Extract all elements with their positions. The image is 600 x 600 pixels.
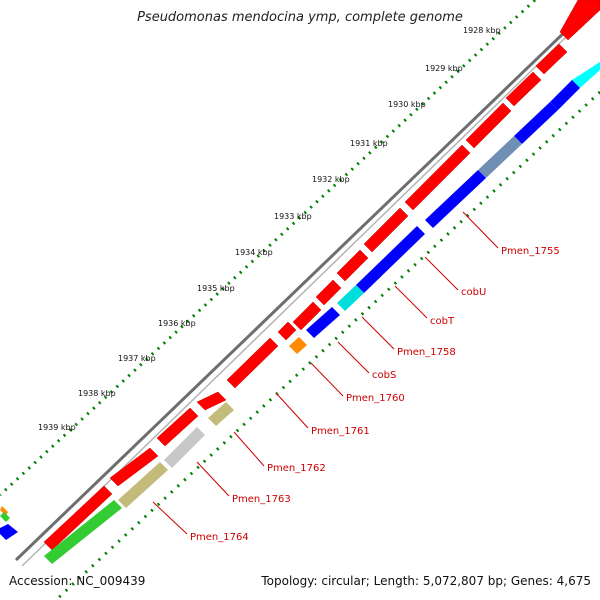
gene-labels: Pmen_1755 cobU cobT Pmen_1758 cobS Pmen_…: [190, 246, 560, 543]
gene-arrow: [315, 279, 342, 306]
gene-arrow: [226, 337, 279, 389]
gene-arrow: [289, 337, 307, 354]
gene-arrow: [118, 462, 168, 508]
backbone-outer: [14, 0, 600, 562]
kbp-label: 1936 kbp: [158, 319, 196, 328]
gc-skew-ring: [54, 90, 600, 600]
kbp-label: 1928 kbp: [463, 26, 501, 35]
label-leaders: [152, 211, 499, 535]
gene-label: Pmen_1764: [190, 532, 249, 543]
gene-label: Pmen_1755: [501, 246, 560, 257]
forward-strand-genes: [43, 0, 600, 551]
kbp-label: 1932 kbp: [312, 175, 350, 184]
map-title: Pseudomonas mendocina ymp, complete geno…: [137, 10, 463, 25]
gene-arrow: [478, 136, 522, 178]
gene-arrow: [505, 71, 542, 107]
gene-arrow: [306, 307, 340, 338]
gene-arrow: [572, 62, 600, 88]
gene-arrow: [44, 500, 122, 564]
gene-arrow: [356, 226, 425, 293]
gene-label: Pmen_1762: [267, 463, 326, 474]
gene-arrow: [156, 407, 199, 447]
gene-arrow: [514, 102, 558, 144]
kbp-label: 1939 kbp: [38, 423, 76, 432]
gene-arrow: [277, 321, 297, 341]
gene-arrow: [0, 524, 18, 540]
scale-labels: 1928 kbp 1929 kbp 1930 kbp 1931 kbp 1932…: [38, 26, 501, 432]
gene-label: cobT: [430, 316, 455, 327]
kbp-label: 1937 kbp: [118, 354, 156, 363]
kbp-label: 1929 kbp: [425, 64, 463, 73]
gene-arrow: [292, 301, 322, 331]
kbp-label: 1934 kbp: [235, 248, 273, 257]
kbp-label: 1933 kbp: [274, 212, 312, 221]
gc-content-ring: [0, 0, 537, 497]
kbp-label: 1938 kbp: [78, 389, 116, 398]
gene-arrow: [465, 102, 512, 149]
gene-label: Pmen_1760: [346, 393, 405, 404]
gene-arrow: [559, 0, 600, 41]
gene-arrow: [337, 285, 364, 311]
gene-arrow: [0, 512, 10, 522]
gene-label: Pmen_1761: [311, 426, 370, 437]
gene-arrow: [363, 207, 409, 253]
kbp-label: 1930 kbp: [388, 100, 426, 109]
reverse-strand-genes: [0, 62, 600, 564]
kbp-label: 1935 kbp: [197, 284, 235, 293]
gene-label: Pmen_1763: [232, 494, 291, 505]
gene-arrow: [535, 43, 568, 75]
gene-arrow: [164, 427, 205, 468]
kbp-label: 1931 kbp: [350, 139, 388, 148]
gene-label: cobU: [461, 287, 486, 298]
gene-arrow: [336, 249, 369, 282]
backbone-inner: [21, 5, 599, 567]
gene-arrow: [550, 80, 580, 110]
gene-label: Pmen_1758: [397, 347, 456, 358]
gene-arrow: [208, 402, 234, 426]
gene-arrow: [0, 506, 8, 516]
gene-arrow: [196, 391, 227, 411]
genome-summary: Topology: circular; Length: 5,072,807 bp…: [261, 574, 591, 588]
gene-arrow: [404, 144, 471, 211]
gene-label: cobS: [372, 370, 396, 381]
accession-text: Accession: NC_009439: [9, 574, 146, 588]
gene-arrow: [109, 447, 159, 487]
gene-arrow: [425, 170, 486, 228]
